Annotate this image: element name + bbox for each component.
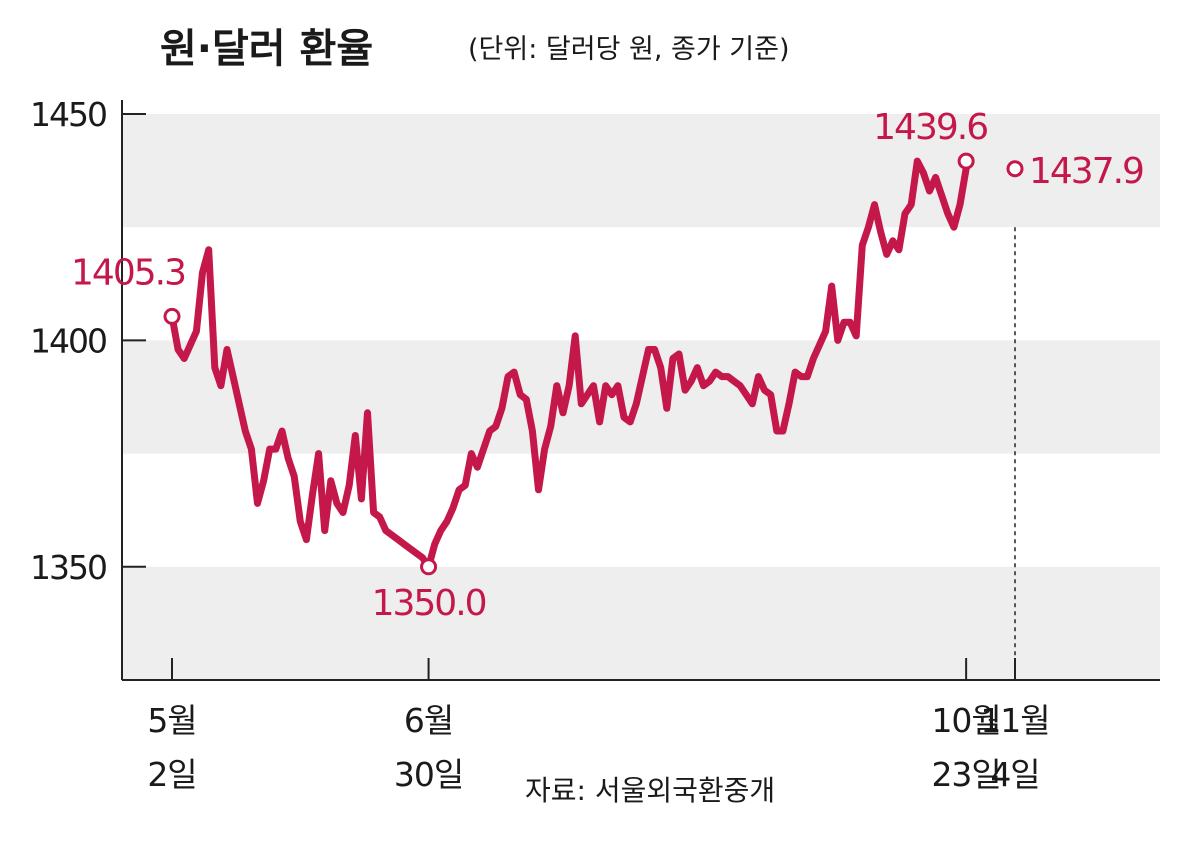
annotation-label: 1350.0 [372,583,486,624]
annotation-label: 1439.6 [873,107,987,148]
x-tick-label: 2일 [147,755,196,794]
axes [121,100,1160,681]
x-tick-label: 11월 [980,701,1049,740]
source-note: 자료: 서울외국환중개 [525,774,775,807]
annotation-label: 1405.3 [71,252,185,293]
annotation-marker [163,307,181,325]
x-tick-labels: 5월 2일 6월 30일 10월 23일 11월 4일 [147,701,1050,794]
x-tick-label: 30일 [394,755,463,794]
annotation-label: 1437.9 [1029,151,1143,192]
x-tick-label: 10월 [931,701,1000,740]
x-tick-label: 23일 [931,755,1000,794]
chart-subtitle: (단위: 달러당 원, 종가 기준) [468,34,789,65]
grid-band [122,566,1160,680]
annotation-marker [957,152,975,170]
y-tick-labels: 1350 1400 1450 [30,95,108,587]
x-tick-label: 6월 [404,701,453,740]
annotation-marker [420,558,438,576]
y-tick-label: 1450 [30,95,106,134]
x-tick-label: 4일 [990,755,1039,794]
annotation-layer: 1405.3 1350.0 1439.6 1437.9 [71,107,1145,624]
y-tick-label: 1350 [30,548,106,587]
chart-title: 원·달러 환율 [160,26,373,72]
series-line [168,157,970,571]
grid-band [122,114,1160,228]
annotation-marker [1006,160,1024,178]
series-layer [168,157,970,571]
x-tick-label: 5월 [147,701,196,740]
y-tick-label: 1400 [30,321,106,360]
